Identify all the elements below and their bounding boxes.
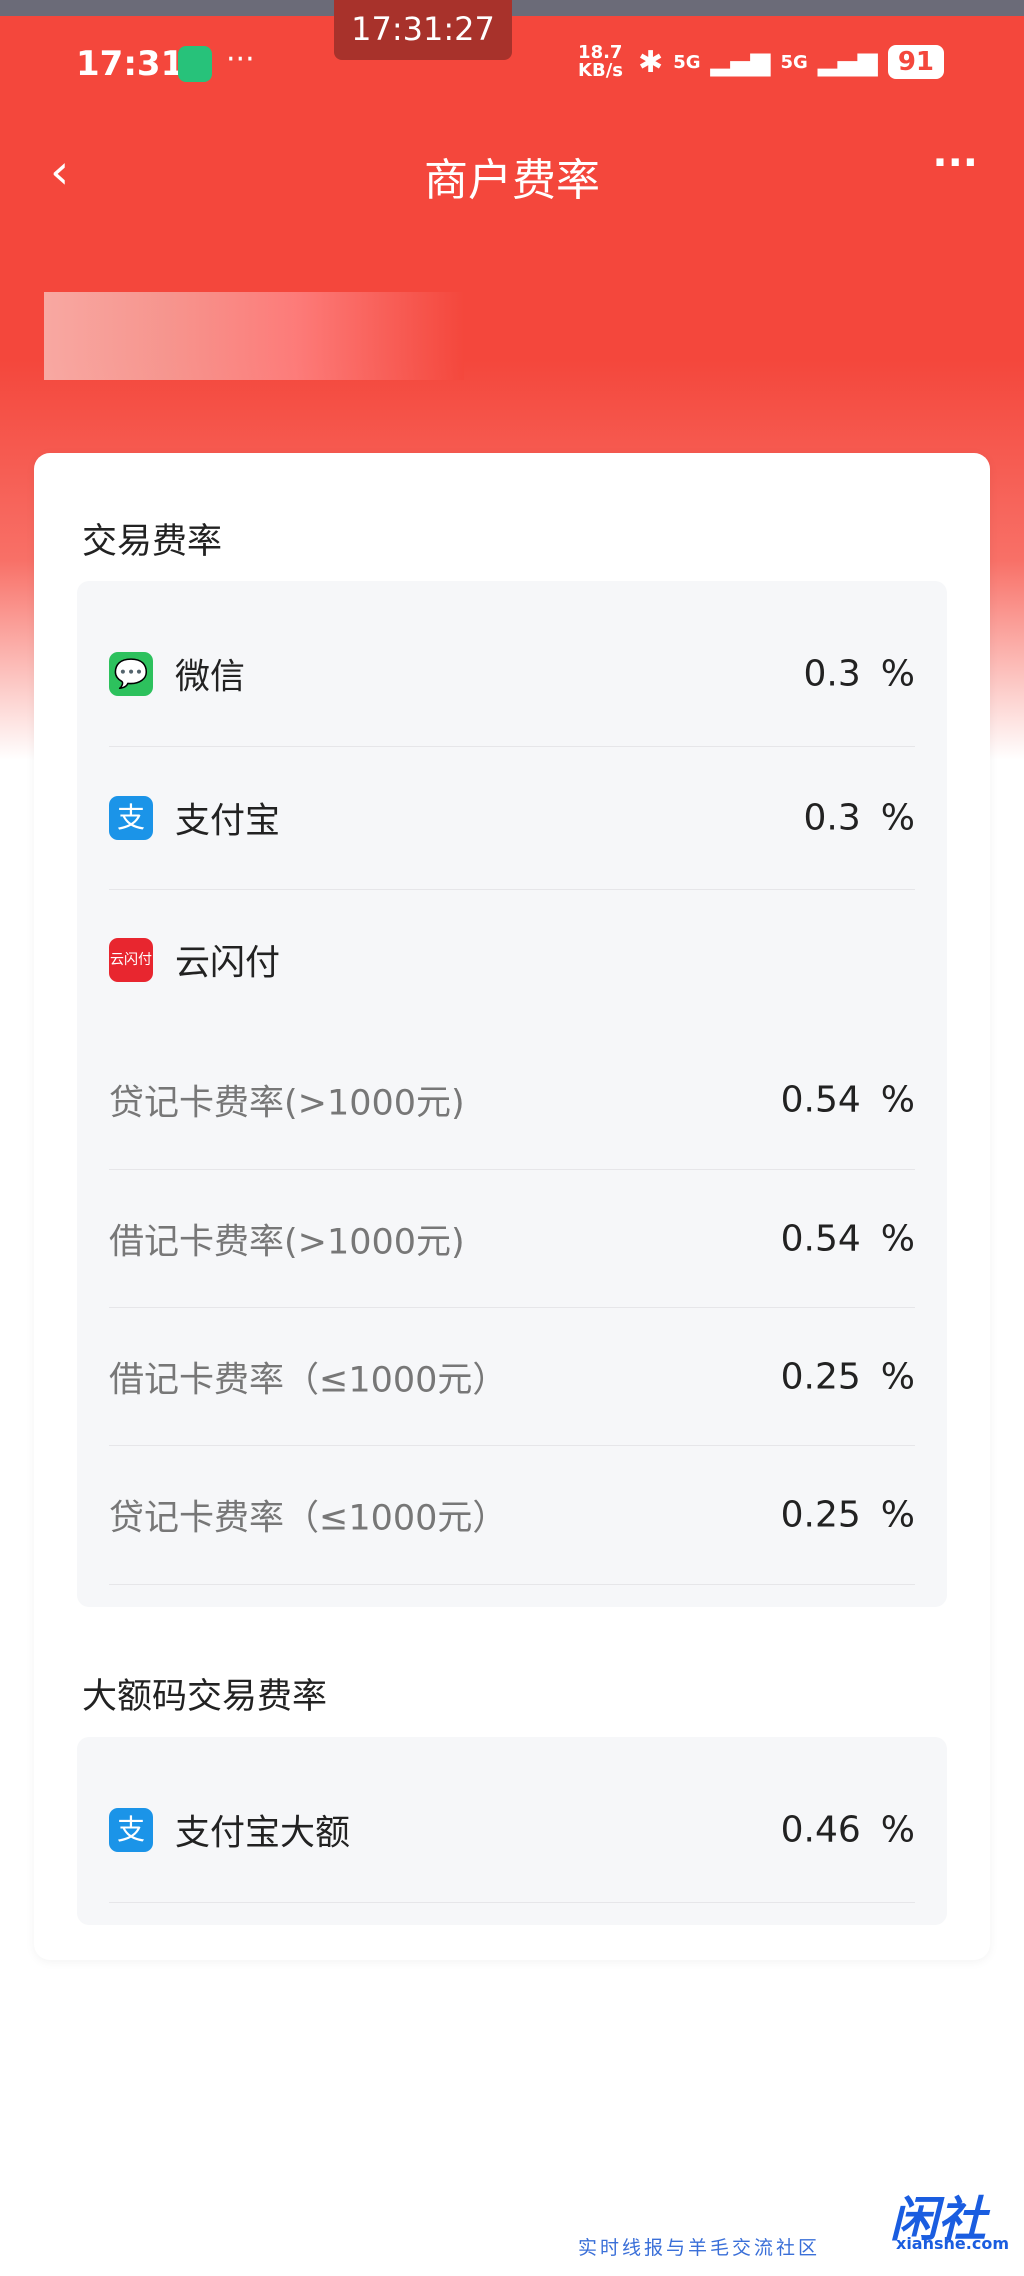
top-strip	[0, 0, 1024, 16]
fee-value: 0.3%	[804, 798, 915, 839]
fee-label: 贷记卡费率（≤1000元）	[109, 1498, 508, 1539]
fee-value: 0.54%	[781, 1079, 915, 1120]
fee-label: 支付宝	[175, 801, 281, 842]
status-right: 18.7 KB/s ✱ 5G ▂▄▆ 5G ▂▄▆ 91	[578, 44, 944, 80]
alipay-icon: 支	[109, 1807, 153, 1852]
fee-rate: 0.3	[803, 653, 861, 694]
percent-unit: %	[880, 1079, 915, 1120]
signal-icon-2: 5G	[780, 51, 808, 73]
watermark-logo: 闲社	[890, 2192, 987, 2248]
fee-rate: 0.25	[780, 1494, 861, 1536]
screen-recording-time: 17:31:27	[334, 0, 512, 60]
fee-label: 贷记卡费率(>1000元)	[109, 1083, 465, 1123]
fee-row: 支支付宝 0.3%	[109, 747, 915, 890]
percent-unit: %	[880, 797, 915, 839]
status-bar: 17:31 ··· 18.7 KB/s ✱ 5G ▂▄▆ 5G ▂▄▆ 91	[0, 40, 1024, 90]
more-notifications-icon: ···	[226, 42, 255, 77]
fee-row: 💬 微信 0.3%	[109, 601, 915, 747]
net-speed: 18.7 KB/s	[578, 42, 624, 81]
fee-rate: 0.46	[780, 1809, 861, 1850]
app-notification-icon	[178, 46, 212, 82]
fee-value: 0.3%	[804, 653, 915, 694]
percent-unit: %	[880, 1809, 915, 1850]
battery-icon: 91	[887, 45, 944, 79]
fee-label: 云闪付	[175, 943, 281, 984]
alipay-icon: 支	[109, 796, 153, 840]
nav-bar: ‹ 商户费率 ···	[0, 140, 1024, 206]
signal-icon: 5G	[673, 51, 701, 73]
fee-row: 借记卡费率（≤1000元） 0.25%	[109, 1308, 915, 1446]
watermark-domain: xianshe.com	[896, 2234, 1009, 2253]
more-button[interactable]: ···	[932, 140, 978, 186]
signal-bars-icon-2: ▂▄▆	[817, 47, 878, 77]
fee-panel: 💬 微信 0.3% 支支付宝 0.3% 云闪付 云闪付 贷记卡费率(>1000元) 0.54% 借…	[77, 581, 947, 1607]
fee-label: 支付宝大额	[175, 1813, 351, 1853]
watermark-slogan: 实时线报与羊毛交流社区	[578, 2237, 821, 2259]
signal-bars-icon: ▂▄▆	[710, 47, 771, 77]
fee-rate: 0.54	[780, 1218, 861, 1259]
large-fee-panel: 支支付宝大额 0.46%	[77, 1737, 947, 1925]
section-title: 大额码交易费率	[82, 1677, 328, 1717]
fee-row: 贷记卡费率（≤1000元） 0.25%	[109, 1446, 915, 1585]
fee-card: 交易费率 💬 微信 0.3% 支支付宝 0.3% 云闪付 云闪付 贷记卡费率(>1000元) 0…	[34, 453, 990, 1960]
percent-unit: %	[880, 1494, 915, 1536]
merchant-name-redacted	[44, 292, 464, 380]
section-title: 交易费率	[82, 522, 223, 562]
fee-row: 借记卡费率(>1000元) 0.54%	[109, 1170, 915, 1308]
fee-row: 贷记卡费率(>1000元) 0.54%	[109, 1030, 915, 1170]
fee-label: 借记卡费率(>1000元)	[109, 1222, 465, 1262]
page-title: 商户费率	[424, 155, 600, 206]
percent-unit: %	[880, 653, 915, 694]
unionpay-icon: 云闪付	[109, 938, 153, 982]
fee-label: 借记卡费率（≤1000元）	[109, 1360, 508, 1400]
fee-rate: 0.3	[803, 797, 861, 839]
fee-value: 0.46%	[781, 1809, 915, 1850]
fee-rate: 0.54	[780, 1079, 861, 1120]
fee-value: 0.25%	[781, 1356, 915, 1397]
wechat-icon: 💬	[109, 651, 153, 696]
fee-value: 0.54%	[781, 1218, 915, 1259]
fee-row: 云闪付 云闪付	[109, 890, 915, 1030]
fee-row: 支支付宝大额 0.46%	[109, 1757, 915, 1903]
fee-rate: 0.25	[780, 1356, 861, 1397]
percent-unit: %	[880, 1218, 915, 1259]
back-button[interactable]: ‹	[50, 144, 70, 200]
fee-label: 微信	[175, 657, 246, 697]
status-time: 17:31	[76, 44, 185, 84]
percent-unit: %	[880, 1356, 915, 1397]
fee-value: 0.25%	[781, 1495, 915, 1536]
bluetooth-icon: ✱	[638, 44, 664, 80]
